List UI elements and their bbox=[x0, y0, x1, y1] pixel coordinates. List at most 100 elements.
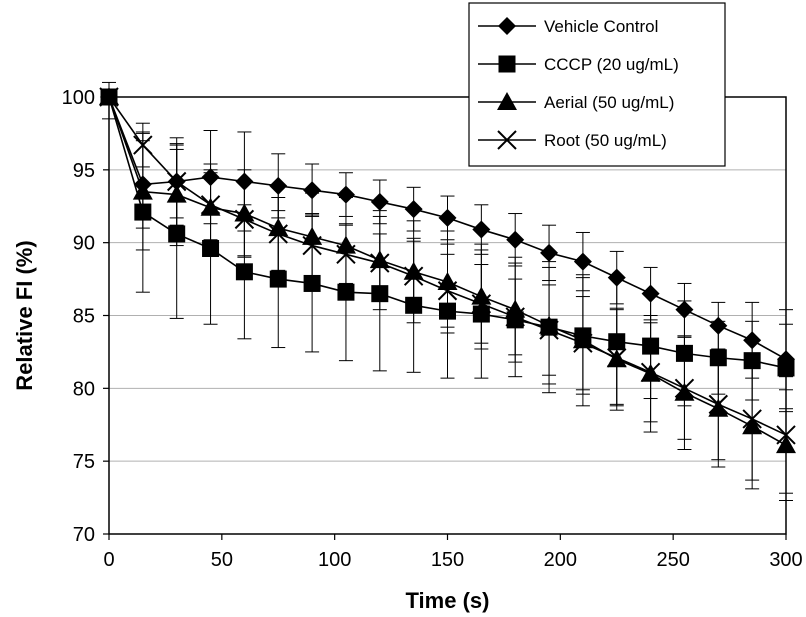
x-tick-label: 100 bbox=[318, 549, 351, 571]
data-point-diamond bbox=[743, 331, 762, 350]
data-point-x bbox=[370, 253, 390, 273]
legend-item: Root (50 ug/mL) bbox=[478, 130, 667, 150]
data-point-diamond bbox=[607, 268, 626, 287]
legend-label: Root (50 ug/mL) bbox=[544, 131, 667, 150]
data-point-triangle bbox=[268, 218, 289, 237]
data-point-diamond bbox=[438, 208, 457, 227]
data-point-triangle bbox=[674, 382, 695, 401]
data-point-x bbox=[133, 135, 153, 155]
data-point-x bbox=[437, 281, 458, 301]
data-point-x bbox=[166, 171, 187, 192]
data-point-square bbox=[675, 344, 693, 362]
data-point-x bbox=[776, 425, 796, 445]
data-point-diamond bbox=[506, 230, 525, 249]
data-point-square bbox=[337, 283, 355, 301]
legend-item: Vehicle Control bbox=[478, 17, 658, 36]
data-point-triangle bbox=[437, 271, 458, 290]
y-tick-label: 75 bbox=[73, 451, 95, 473]
series-markers bbox=[99, 87, 796, 454]
x-tick-label: 250 bbox=[656, 549, 689, 571]
data-point-square bbox=[235, 263, 253, 281]
data-point-x bbox=[539, 320, 559, 340]
data-point-diamond bbox=[472, 220, 491, 239]
x-tick-label: 150 bbox=[431, 549, 464, 571]
legend-marker-diamond bbox=[498, 17, 516, 35]
y-tick-label: 85 bbox=[73, 306, 95, 328]
data-point-x bbox=[742, 409, 762, 429]
data-point-triangle bbox=[539, 315, 560, 334]
data-point-x bbox=[471, 294, 492, 314]
y-tick-label: 80 bbox=[73, 378, 95, 400]
data-point-triangle bbox=[132, 181, 153, 200]
data-point-x bbox=[505, 307, 525, 327]
data-point-square bbox=[202, 239, 220, 257]
data-point-square bbox=[303, 274, 321, 292]
x-tick-label: 200 bbox=[544, 549, 577, 571]
data-point-triangle bbox=[234, 203, 255, 222]
y-tick-label: 70 bbox=[73, 524, 95, 546]
data-point-diamond bbox=[235, 172, 254, 191]
data-point-diamond bbox=[540, 243, 559, 262]
data-point-diamond bbox=[573, 252, 592, 271]
y-axis-ticks: 70 75 80 85 90 95 100 bbox=[62, 87, 109, 546]
data-point-diamond bbox=[336, 185, 355, 204]
data-point-x bbox=[99, 87, 119, 107]
data-point-diamond bbox=[641, 284, 660, 303]
data-point-x bbox=[674, 378, 695, 399]
data-point-triangle bbox=[708, 398, 729, 417]
data-point-square bbox=[472, 305, 490, 323]
data-point-square bbox=[642, 337, 660, 355]
data-point-x bbox=[403, 266, 424, 286]
data-point-x bbox=[708, 394, 729, 415]
legend-label: Vehicle Control bbox=[544, 17, 658, 36]
y-tick-label: 90 bbox=[73, 233, 95, 255]
data-point-x bbox=[573, 333, 593, 353]
data-point-diamond bbox=[675, 300, 694, 319]
data-point-x bbox=[640, 362, 661, 383]
x-tick-label: 0 bbox=[103, 549, 114, 571]
x-tick-label: 50 bbox=[211, 549, 233, 571]
x-axis-ticks: 0 50 100 150 200 250 300 bbox=[103, 534, 803, 571]
data-point-x bbox=[268, 224, 288, 244]
data-point-square bbox=[439, 302, 456, 320]
legend-marker-x bbox=[497, 130, 517, 150]
data-point-x bbox=[234, 209, 255, 230]
data-point-diamond bbox=[404, 200, 423, 219]
legend: Vehicle Control CCCP (20 ug/mL) Aerial (50… bbox=[468, 2, 726, 167]
legend-marker-triangle bbox=[497, 92, 517, 110]
data-point-square bbox=[168, 225, 186, 243]
x-tick-label: 300 bbox=[769, 549, 802, 571]
data-point-x bbox=[200, 195, 221, 215]
data-point-triangle bbox=[166, 184, 187, 203]
data-point-x bbox=[302, 235, 322, 256]
y-tick-label: 100 bbox=[62, 87, 95, 109]
data-point-triangle bbox=[572, 330, 593, 349]
data-point-square bbox=[371, 285, 389, 303]
data-point-diamond bbox=[269, 176, 288, 195]
data-point-square bbox=[269, 270, 287, 288]
legend-label: Aerial (50 ug/mL) bbox=[544, 93, 674, 112]
y-tick-label: 95 bbox=[73, 160, 95, 182]
data-point-diamond bbox=[303, 181, 322, 200]
legend-marker-square bbox=[498, 55, 516, 73]
data-point-diamond bbox=[201, 168, 220, 187]
data-point-square bbox=[405, 296, 423, 314]
data-point-diamond bbox=[709, 316, 728, 335]
data-point-triangle bbox=[776, 435, 796, 454]
data-point-x bbox=[607, 348, 627, 368]
data-point-triangle bbox=[369, 250, 390, 269]
legend-label: CCCP (20 ug/mL) bbox=[544, 55, 679, 74]
legend-item: Aerial (50 ug/mL) bbox=[478, 92, 674, 112]
legend-item: CCCP (20 ug/mL) bbox=[478, 55, 679, 74]
x-axis-title: Time (s) bbox=[406, 588, 490, 613]
y-axis-title: Relative FI (%) bbox=[12, 240, 37, 390]
data-point-diamond bbox=[370, 192, 389, 211]
data-point-square bbox=[608, 333, 626, 351]
data-point-triangle bbox=[742, 416, 763, 435]
data-point-square bbox=[134, 203, 152, 221]
data-point-x bbox=[336, 244, 356, 265]
data-point-square bbox=[709, 349, 727, 367]
data-point-square bbox=[777, 359, 795, 377]
data-point-triangle bbox=[403, 261, 424, 280]
